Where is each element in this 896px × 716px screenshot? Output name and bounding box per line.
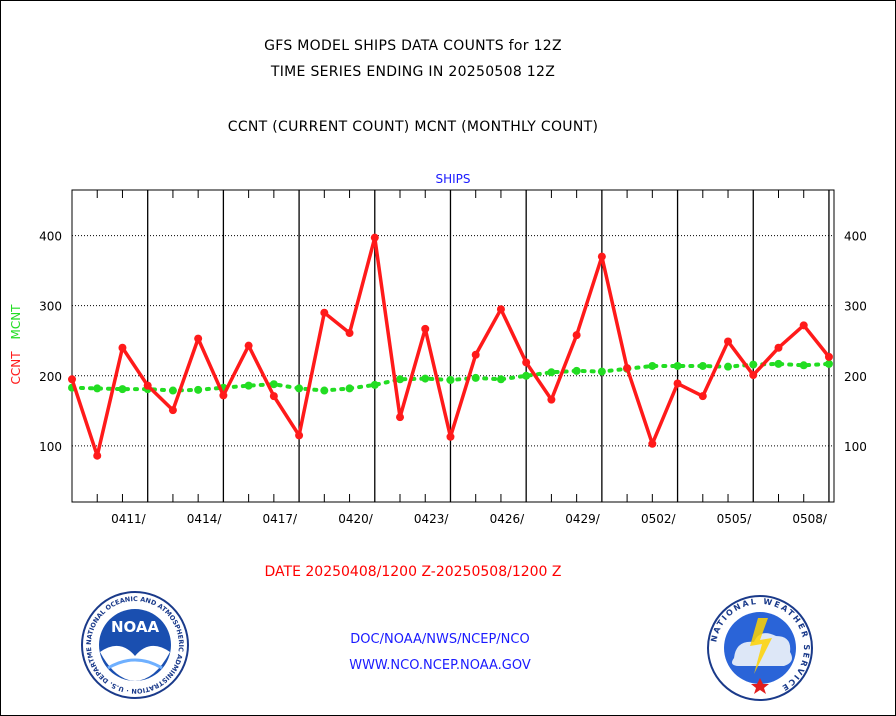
x-tick-label-0505: 0505/ bbox=[717, 512, 753, 526]
data-point-ccnt-10 bbox=[320, 308, 329, 317]
x-tick-label-0508: 0508/ bbox=[792, 512, 828, 526]
data-point-mcnt-13 bbox=[396, 375, 405, 384]
y-tick-label-left-300: 300 bbox=[39, 300, 62, 314]
data-point-ccnt-13 bbox=[396, 413, 405, 422]
noaa-logo-text: NOAA bbox=[111, 618, 160, 636]
y-tick-label-right-400: 400 bbox=[844, 230, 867, 244]
data-point-ccnt-24 bbox=[673, 379, 682, 388]
data-point-mcnt-24 bbox=[673, 361, 682, 370]
data-point-ccnt-27 bbox=[749, 371, 758, 380]
data-point-mcnt-16 bbox=[471, 373, 480, 382]
data-point-ccnt-22 bbox=[623, 364, 632, 373]
plot-title: SHIPS bbox=[435, 172, 470, 186]
data-point-mcnt-18 bbox=[522, 371, 531, 380]
x-tick-label-0429: 0429/ bbox=[565, 512, 601, 526]
data-point-ccnt-16 bbox=[471, 350, 480, 359]
data-point-mcnt-28 bbox=[774, 359, 783, 368]
data-point-mcnt-11 bbox=[345, 384, 354, 393]
data-point-ccnt-6 bbox=[219, 391, 228, 400]
data-point-mcnt-21 bbox=[597, 367, 606, 376]
data-point-mcnt-17 bbox=[496, 375, 505, 384]
data-point-ccnt-0 bbox=[68, 375, 76, 384]
website-link[interactable]: WWW.NCO.NCEP.NOAA.GOV bbox=[349, 658, 531, 673]
data-point-mcnt-5 bbox=[194, 385, 203, 394]
data-point-ccnt-23 bbox=[648, 439, 657, 448]
noaa-logo: NOAA NATIONAL OCEANIC AND ATMOSPHERIC AD… bbox=[80, 590, 189, 699]
data-point-ccnt-21 bbox=[597, 252, 606, 261]
data-point-mcnt-4 bbox=[168, 386, 177, 395]
data-point-ccnt-1 bbox=[93, 451, 102, 460]
nws-logo: NATIONAL WEATHER SERVICE bbox=[707, 595, 813, 701]
data-point-ccnt-26 bbox=[724, 337, 733, 346]
y-tick-label-left-200: 200 bbox=[39, 370, 62, 384]
data-point-ccnt-7 bbox=[244, 341, 253, 350]
data-point-ccnt-29 bbox=[799, 321, 808, 330]
data-point-mcnt-15 bbox=[446, 376, 455, 385]
data-point-ccnt-5 bbox=[194, 334, 203, 343]
data-point-mcnt-27 bbox=[749, 360, 758, 369]
data-point-mcnt-1 bbox=[93, 384, 102, 393]
data-point-mcnt-29 bbox=[799, 361, 808, 370]
data-point-ccnt-14 bbox=[421, 324, 430, 333]
series-legend-line: CCNT (CURRENT COUNT) MCNT (MONTHLY COUNT… bbox=[227, 119, 599, 135]
data-point-mcnt-14 bbox=[421, 374, 430, 383]
data-point-ccnt-25 bbox=[698, 392, 707, 401]
date-range-label: DATE 20250408/1200 Z-20250508/1200 Z bbox=[264, 564, 562, 580]
data-point-ccnt-19 bbox=[547, 395, 556, 404]
data-point-ccnt-9 bbox=[295, 431, 304, 440]
data-point-mcnt-25 bbox=[698, 361, 707, 370]
data-point-mcnt-26 bbox=[724, 362, 733, 371]
plot-area-frame bbox=[71, 189, 835, 503]
data-point-mcnt-30 bbox=[824, 359, 833, 368]
data-point-ccnt-4 bbox=[168, 406, 177, 415]
data-point-mcnt-23 bbox=[648, 361, 657, 370]
chart-title-line2: TIME SERIES ENDING IN 20250508 12Z bbox=[270, 64, 556, 80]
data-point-mcnt-7 bbox=[244, 381, 253, 390]
data-point-ccnt-28 bbox=[774, 343, 783, 352]
data-point-mcnt-20 bbox=[572, 366, 581, 375]
chart-title-line1: GFS MODEL SHIPS DATA COUNTS for 12Z bbox=[264, 38, 562, 54]
x-tick-label-0420: 0420/ bbox=[338, 512, 374, 526]
data-point-mcnt-19 bbox=[547, 368, 556, 377]
y-axis-label-ccnt: CCNT bbox=[9, 351, 23, 385]
y-tick-label-right-200: 200 bbox=[844, 370, 867, 384]
data-point-mcnt-2 bbox=[118, 385, 127, 394]
org-path-label: DOC/NOAA/NWS/NCEP/NCO bbox=[350, 632, 530, 647]
data-point-mcnt-10 bbox=[320, 386, 329, 395]
data-point-mcnt-9 bbox=[295, 384, 304, 393]
y-tick-label-right-300: 300 bbox=[844, 300, 867, 314]
x-tick-label-0417: 0417/ bbox=[262, 512, 298, 526]
data-point-mcnt-12 bbox=[370, 380, 379, 389]
x-tick-label-0426: 0426/ bbox=[490, 512, 526, 526]
y-tick-label-left-400: 400 bbox=[39, 230, 62, 244]
data-point-ccnt-8 bbox=[269, 392, 278, 401]
data-point-ccnt-18 bbox=[522, 358, 531, 367]
data-point-mcnt-8 bbox=[269, 380, 278, 389]
x-tick-label-0411: 0411/ bbox=[111, 512, 147, 526]
x-tick-label-0423: 0423/ bbox=[414, 512, 450, 526]
data-point-ccnt-15 bbox=[446, 432, 455, 441]
x-tick-label-0414: 0414/ bbox=[187, 512, 223, 526]
data-point-ccnt-12 bbox=[370, 233, 379, 242]
y-axis-label: CCNT MCNT bbox=[9, 304, 23, 385]
y-axis-label-mcnt: MCNT bbox=[9, 304, 23, 340]
data-point-ccnt-20 bbox=[572, 331, 581, 340]
data-point-ccnt-3 bbox=[143, 381, 152, 390]
y-tick-label-right-100: 100 bbox=[844, 440, 867, 454]
data-point-ccnt-17 bbox=[496, 305, 505, 314]
data-point-ccnt-30 bbox=[824, 352, 833, 361]
data-point-ccnt-11 bbox=[345, 329, 354, 338]
data-point-ccnt-2 bbox=[118, 343, 127, 352]
x-tick-label-0502: 0502/ bbox=[641, 512, 677, 526]
y-tick-label-left-100: 100 bbox=[39, 440, 62, 454]
